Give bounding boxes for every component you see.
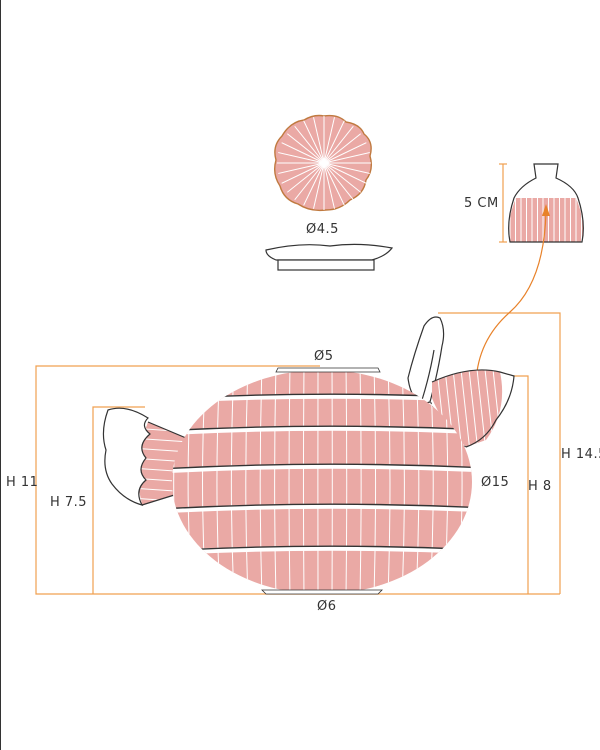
- lid-side-flange: [277, 259, 375, 271]
- label-base-diameter: Ø6: [317, 599, 337, 614]
- dimension-spout-height: [514, 375, 529, 594]
- filter-arrow: [475, 204, 550, 383]
- dimension-total-height: [438, 312, 561, 594]
- label-top-opening: Ø5: [314, 349, 334, 364]
- body-opening: [275, 367, 381, 373]
- label-height-body: H 11: [6, 475, 38, 490]
- label-height-total: H 14.5: [561, 447, 600, 462]
- filter-outline: [508, 163, 584, 243]
- body-foot: [261, 589, 383, 595]
- filter-view: [508, 163, 584, 243]
- filter-stripes: [509, 198, 582, 242]
- lid-side-rim: [265, 243, 394, 261]
- handle-grip: [102, 407, 151, 506]
- spout-outline: [431, 369, 515, 448]
- lid-rays: [277, 116, 371, 210]
- lid-side-view: [265, 243, 394, 271]
- label-body-diameter: Ø15: [481, 475, 509, 490]
- label-filter-height: 5 CM: [464, 196, 499, 211]
- lid-top-view: [273, 114, 373, 212]
- label-height-handle: H 7.5: [50, 495, 87, 510]
- dimension-handle-height: [92, 406, 145, 594]
- label-lid-diameter: Ø4.5: [306, 222, 339, 237]
- label-height-spout-tip: H 8: [528, 479, 552, 494]
